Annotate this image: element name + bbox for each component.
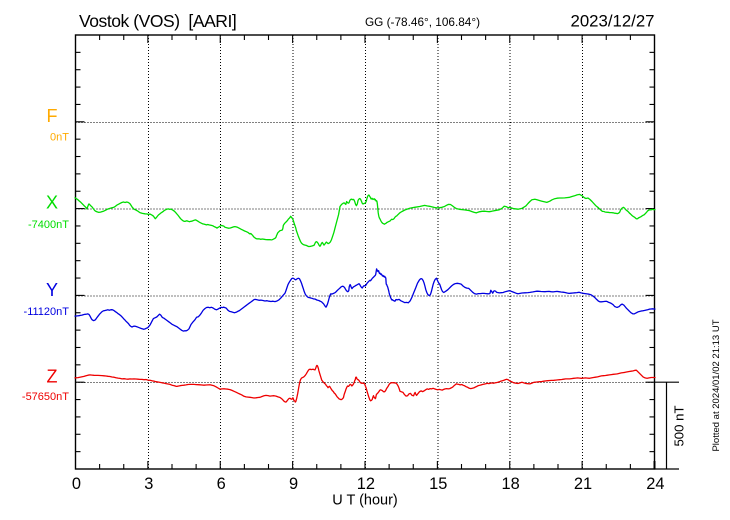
svg-text:0nT: 0nT xyxy=(50,131,69,143)
svg-text:GG (-78.46°, 106.84°): GG (-78.46°, 106.84°) xyxy=(365,15,480,29)
svg-text:X: X xyxy=(46,193,58,213)
svg-text:6: 6 xyxy=(217,475,226,493)
svg-text:15: 15 xyxy=(429,475,447,493)
svg-text:Y: Y xyxy=(46,280,58,300)
svg-text:Plotted at 2024/01/02 21:13 UT: Plotted at 2024/01/02 21:13 UT xyxy=(711,319,722,451)
svg-text:F: F xyxy=(47,106,58,126)
svg-text:Vostok (VOS) [AARI]: Vostok (VOS) [AARI] xyxy=(79,11,236,31)
svg-text:-11120nT: -11120nT xyxy=(24,306,70,318)
svg-text:3: 3 xyxy=(144,475,153,493)
svg-text:Z: Z xyxy=(47,367,58,387)
svg-text:18: 18 xyxy=(501,475,519,493)
svg-text:500 nT: 500 nT xyxy=(672,405,687,446)
svg-text:12: 12 xyxy=(357,475,375,493)
svg-text:-57650nT: -57650nT xyxy=(22,391,69,403)
svg-text:9: 9 xyxy=(289,475,298,493)
svg-text:0: 0 xyxy=(72,475,81,493)
svg-text:21: 21 xyxy=(574,475,592,493)
svg-text:U T (hour): U T (hour) xyxy=(332,493,398,509)
svg-text:2023/12/27: 2023/12/27 xyxy=(571,12,655,31)
svg-text:-7400nT: -7400nT xyxy=(28,219,69,231)
svg-text:24: 24 xyxy=(646,475,664,493)
